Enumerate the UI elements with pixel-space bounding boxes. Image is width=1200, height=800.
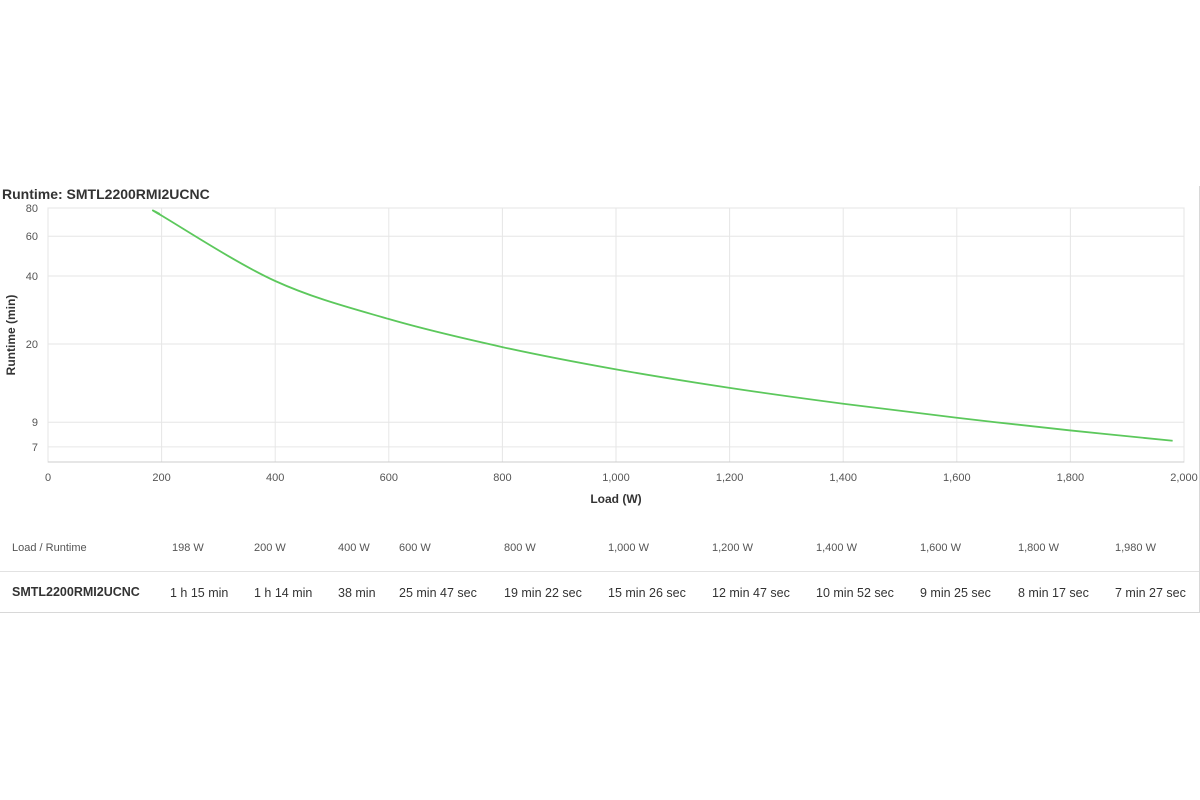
x-tick-label: 1,200 bbox=[716, 472, 744, 484]
runtime-table: Load / Runtime 198 W 200 W 400 W 600 W 800 W… bbox=[0, 520, 1200, 613]
table-header-label: Load / Runtime bbox=[12, 542, 87, 554]
runtime-value-cell: 1 h 14 min bbox=[254, 586, 313, 600]
runtime-value-cell: 25 min 47 sec bbox=[399, 586, 477, 600]
load-header-cell: 600 W bbox=[399, 542, 431, 554]
runtime-value-cell: 10 min 52 sec bbox=[816, 586, 894, 600]
x-tick-label: 2,000 bbox=[1170, 472, 1198, 484]
x-tick-label: 800 bbox=[493, 472, 511, 484]
load-header-cell: 800 W bbox=[504, 542, 536, 554]
runtime-value-cell: 19 min 22 sec bbox=[504, 586, 582, 600]
load-header-cell: 200 W bbox=[254, 542, 286, 554]
runtime-value-cell: 7 min 27 sec bbox=[1115, 586, 1186, 600]
load-header-cell: 1,600 W bbox=[920, 542, 961, 554]
x-tick-label: 400 bbox=[266, 472, 284, 484]
runtime-value-cell: 1 h 15 min bbox=[170, 586, 229, 600]
y-tick-label: 9 bbox=[32, 417, 38, 429]
load-header-cell: 198 W bbox=[172, 542, 204, 554]
x-tick-label: 200 bbox=[152, 472, 170, 484]
x-tick-label: 1,400 bbox=[829, 472, 857, 484]
y-tick-label: 40 bbox=[26, 271, 38, 283]
x-tick-label: 1,800 bbox=[1057, 472, 1085, 484]
y-tick-label: 7 bbox=[32, 442, 38, 454]
runtime-series-line bbox=[151, 209, 1173, 442]
chart-title: Runtime: SMTL2200RMI2UCNC bbox=[2, 186, 210, 202]
x-tick-label: 1,000 bbox=[602, 472, 630, 484]
load-header-cell: 1,800 W bbox=[1018, 542, 1059, 554]
axes: 0 200 400 600 800 1,000 1,200 1,400 1,600 1,800 2,… bbox=[26, 203, 1198, 484]
load-header-cell: 1,980 W bbox=[1115, 542, 1156, 554]
load-header-cell: 400 W bbox=[338, 542, 370, 554]
runtime-value-cell: 38 min bbox=[338, 586, 376, 600]
series-layer bbox=[151, 209, 1173, 442]
y-tick-label: 60 bbox=[26, 231, 38, 243]
y-tick-label: 20 bbox=[26, 339, 38, 351]
runtime-value-cell: 15 min 26 sec bbox=[608, 586, 686, 600]
runtime-value-cell: 8 min 17 sec bbox=[1018, 586, 1089, 600]
load-header-cell: 1,000 W bbox=[608, 542, 649, 554]
load-header-cell: 1,200 W bbox=[712, 542, 753, 554]
x-axis-label: Load (W) bbox=[590, 492, 641, 506]
load-header-cell: 1,400 W bbox=[816, 542, 857, 554]
runtime-value-cell: 9 min 25 sec bbox=[920, 586, 991, 600]
runtime-value-cell: 12 min 47 sec bbox=[712, 586, 790, 600]
x-tick-label: 1,600 bbox=[943, 472, 971, 484]
x-tick-label: 0 bbox=[45, 472, 51, 484]
row-divider bbox=[0, 571, 1200, 572]
model-name: SMTL2200RMI2UCNC bbox=[12, 585, 140, 599]
y-axis-label: Runtime (min) bbox=[4, 295, 18, 376]
y-tick-label: 80 bbox=[26, 203, 38, 215]
x-tick-label: 600 bbox=[380, 472, 398, 484]
grid bbox=[47, 207, 1185, 463]
